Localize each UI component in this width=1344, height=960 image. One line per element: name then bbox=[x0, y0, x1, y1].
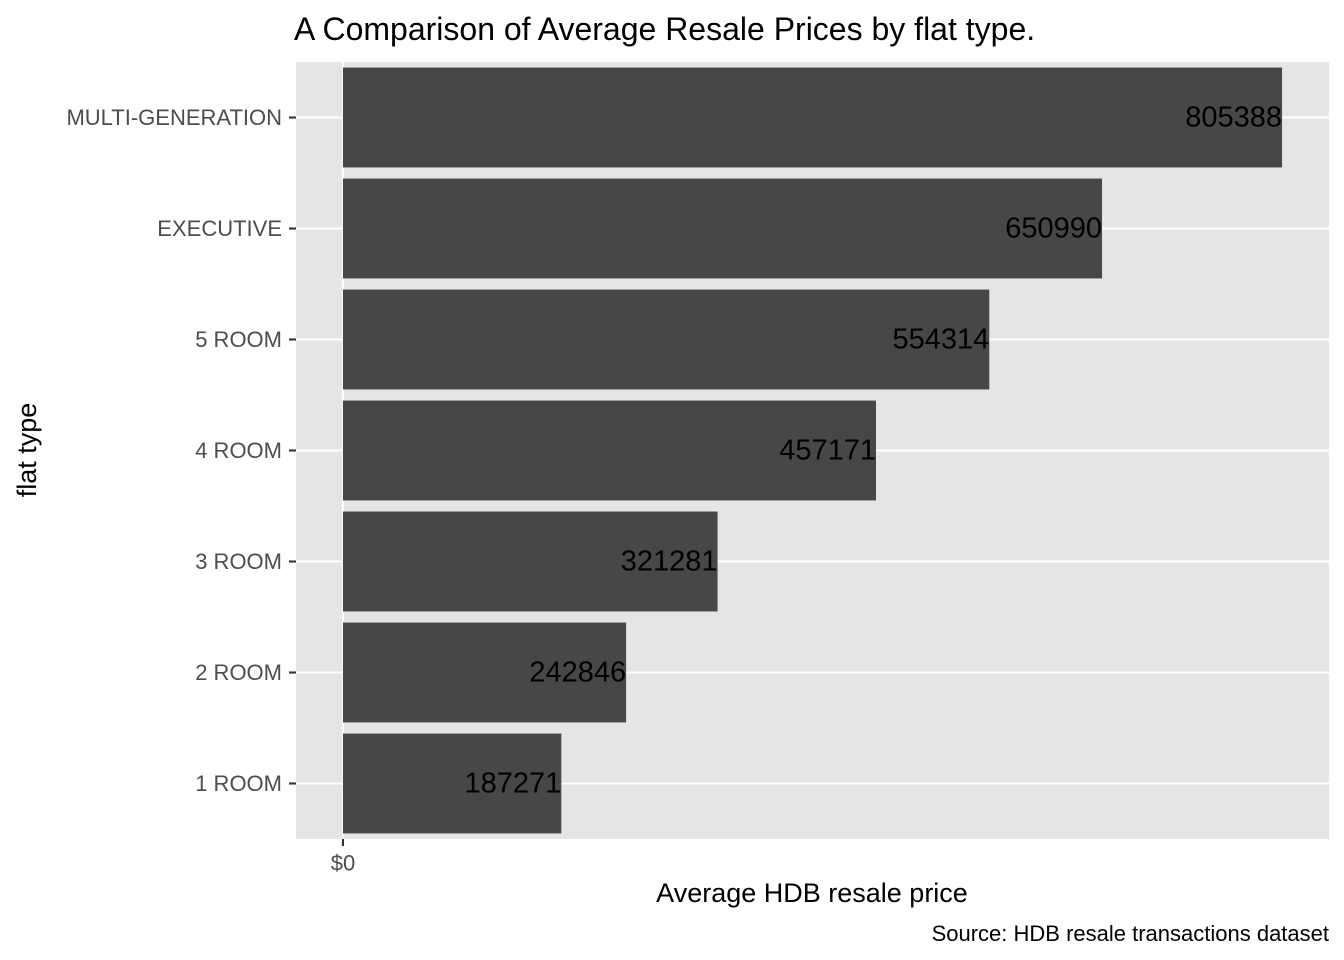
y-tick-label: 5 ROOM bbox=[195, 327, 282, 352]
y-tick-label: 1 ROOM bbox=[195, 771, 282, 796]
bar bbox=[342, 733, 562, 834]
bar bbox=[342, 289, 990, 390]
bar-value-label: 805388 bbox=[1185, 102, 1282, 134]
bar-value-label: 554314 bbox=[893, 324, 990, 356]
bar-value-label: 321281 bbox=[621, 546, 718, 578]
bar-value-label: 650990 bbox=[1005, 213, 1102, 245]
chart-title: A Comparison of Average Resale Prices by… bbox=[294, 11, 1035, 47]
bar-value-label: 457171 bbox=[779, 435, 876, 467]
y-axis-title: flat type bbox=[12, 403, 42, 498]
y-tick-label: MULTI-GENERATION bbox=[66, 105, 282, 130]
x-axis-title: Average HDB resale price bbox=[656, 878, 968, 908]
x-axis: $0 bbox=[331, 839, 355, 876]
x-tick-label: $0 bbox=[331, 851, 355, 876]
bar-value-label: 187271 bbox=[465, 768, 562, 800]
chart-caption: Source: HDB resale transactions dataset bbox=[932, 921, 1329, 946]
bar bbox=[342, 622, 627, 723]
bars bbox=[342, 67, 1283, 834]
y-tick-label: 4 ROOM bbox=[195, 438, 282, 463]
y-tick-label: 2 ROOM bbox=[195, 660, 282, 685]
data-labels: 805388 650990 554314 457171 321281 242846 1872… bbox=[465, 102, 1283, 800]
y-tick-label: EXECUTIVE bbox=[157, 216, 282, 241]
y-axis: MULTI-GENERATION EXECUTIVE 5 ROOM 4 ROOM 3 R… bbox=[66, 105, 296, 796]
bar bbox=[342, 178, 1103, 279]
bar bbox=[342, 67, 1283, 168]
bar bbox=[342, 511, 718, 612]
y-tick-label: 3 ROOM bbox=[195, 549, 282, 574]
bar bbox=[342, 400, 877, 501]
bar-value-label: 242846 bbox=[529, 657, 626, 689]
